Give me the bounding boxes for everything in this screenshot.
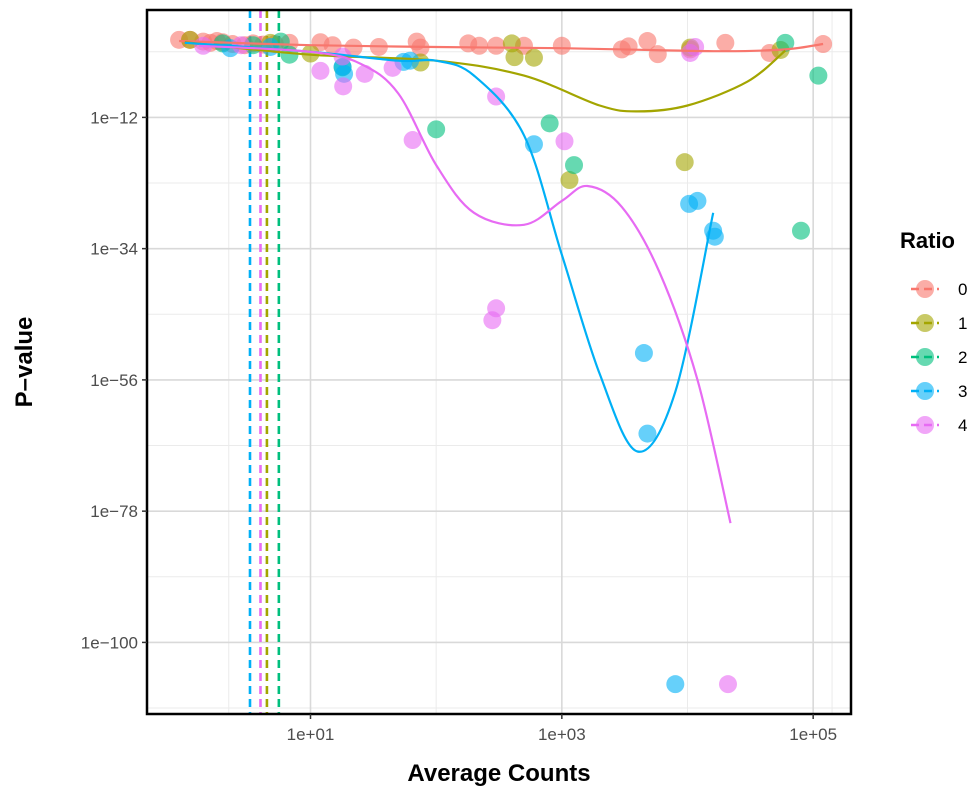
point-ratio-3 [666, 675, 685, 694]
legend-key-point [916, 382, 934, 400]
point-ratio-3 [638, 424, 657, 443]
point-ratio-4 [383, 58, 402, 77]
y-tick-label: 1e−78 [90, 502, 138, 521]
point-ratio-0 [648, 45, 667, 64]
point-ratio-4 [718, 675, 737, 694]
grid-major [147, 10, 851, 714]
y-tick-label: 1e−56 [90, 371, 138, 390]
point-ratio-1 [301, 44, 320, 63]
point-ratio-0 [470, 36, 489, 55]
point-ratio-0 [638, 32, 657, 51]
point-ratio-4 [355, 64, 374, 83]
trend-line-ratio-0 [179, 39, 824, 53]
x-axis-title: Average Counts [407, 760, 590, 787]
point-ratio-4 [487, 299, 506, 318]
legend-item-ratio-2: 2 [911, 348, 967, 367]
y-axis-ticks: 1e−12 1e−34 1e−56 1e−78 1e−100 [81, 108, 147, 652]
point-ratio-1 [524, 48, 543, 67]
y-axis-title: P–value [11, 317, 38, 408]
y-tick-label: 1e−34 [90, 240, 138, 259]
point-ratio-4 [555, 132, 574, 151]
point-ratio-2 [565, 156, 584, 175]
legend: Ratio 0 1 2 3 4 [900, 228, 967, 435]
legend-item-ratio-4: 4 [911, 416, 967, 435]
x-tick-label: 1e+05 [789, 725, 837, 744]
point-ratio-1 [505, 48, 524, 67]
point-ratio-0 [487, 36, 506, 55]
point-ratio-2 [427, 120, 446, 139]
point-ratio-2 [809, 66, 828, 85]
point-ratio-0 [552, 36, 571, 55]
y-tick-label: 1e−100 [81, 633, 138, 652]
point-ratio-0 [619, 37, 638, 56]
legend-label: 1 [958, 314, 967, 333]
legend-key-point [916, 314, 934, 332]
point-ratio-0 [716, 33, 735, 52]
point-ratio-3 [634, 344, 653, 363]
scatter-points [170, 30, 833, 694]
x-tick-label: 1e+01 [287, 725, 335, 744]
point-ratio-2 [280, 45, 299, 64]
legend-item-ratio-3: 3 [911, 382, 967, 401]
legend-key-point [916, 416, 934, 434]
y-tick-label: 1e−12 [90, 108, 138, 127]
legend-item-ratio-0: 0 [911, 280, 967, 299]
plot-panel-border [145, 8, 853, 716]
point-ratio-1 [560, 171, 579, 190]
x-axis-ticks: 1e+01 1e+03 1e+05 [287, 714, 837, 744]
x-tick-label: 1e+03 [538, 725, 586, 744]
legend-title: Ratio [900, 228, 955, 253]
grid-minor [147, 10, 851, 714]
point-ratio-3 [261, 37, 280, 56]
legend-item-ratio-1: 1 [911, 314, 967, 333]
point-ratio-4 [334, 77, 353, 96]
legend-key-point [916, 280, 934, 298]
point-ratio-1 [675, 153, 694, 172]
legend-label: 2 [958, 348, 967, 367]
trend-line-ratio-1 [184, 41, 787, 113]
legend-label: 4 [958, 416, 967, 435]
point-ratio-0 [814, 35, 833, 54]
trend-line-ratio-3 [184, 41, 715, 453]
legend-label: 0 [958, 280, 967, 299]
point-ratio-2 [540, 114, 559, 133]
threshold-lines [248, 10, 281, 714]
point-ratio-4 [311, 61, 330, 80]
point-ratio-2 [791, 221, 810, 240]
legend-label: 3 [958, 382, 967, 401]
point-ratio-4 [403, 131, 422, 150]
point-ratio-2 [776, 33, 795, 52]
trend-lines [179, 39, 824, 524]
point-ratio-3 [688, 191, 707, 210]
trend-line-ratio-4 [199, 44, 732, 524]
point-ratio-4 [686, 37, 705, 56]
legend-key-point [916, 348, 934, 366]
